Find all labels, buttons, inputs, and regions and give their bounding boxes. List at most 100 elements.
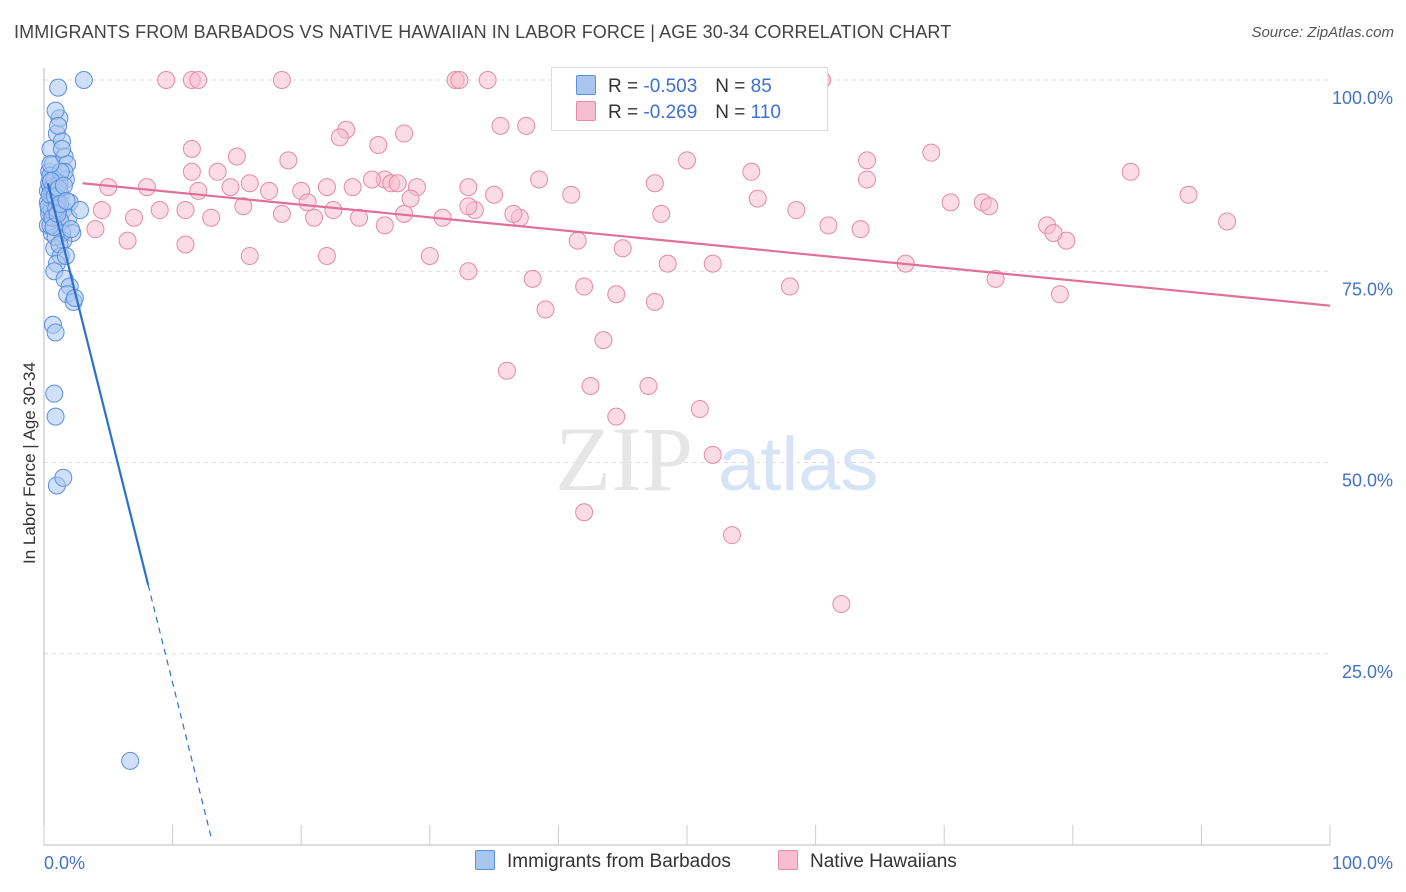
point-native-hawaiians	[504, 204, 523, 223]
point-native-hawaiians	[575, 503, 594, 522]
bottom-legend-hawaiians: Native Hawaiians	[778, 850, 957, 873]
point-native-hawaiians	[362, 170, 381, 189]
point-native-hawaiians	[819, 216, 838, 235]
point-native-hawaiians	[530, 170, 549, 189]
point-native-hawaiians	[272, 71, 291, 89]
point-native-hawaiians	[420, 246, 439, 265]
point-barbados	[74, 71, 93, 89]
point-native-hawaiians	[450, 71, 469, 89]
y-tick-label: 50.0%	[1342, 471, 1393, 491]
point-native-hawaiians	[690, 399, 709, 418]
point-native-hawaiians	[86, 220, 105, 239]
point-native-hawaiians	[182, 162, 201, 181]
point-native-hawaiians	[1179, 185, 1198, 204]
point-native-hawaiians	[176, 201, 195, 220]
x-tick-label-min: 0.0%	[44, 853, 85, 873]
point-native-hawaiians	[780, 277, 799, 296]
point-native-hawaiians	[639, 377, 658, 395]
point-native-hawaiians	[941, 193, 960, 212]
point-native-hawaiians	[343, 178, 362, 197]
point-native-hawaiians	[401, 189, 420, 208]
point-native-hawaiians	[517, 116, 536, 135]
point-native-hawaiians	[279, 151, 298, 170]
source-label: Source: ZipAtlas.com	[1251, 24, 1394, 41]
y-tick-label: 75.0%	[1342, 279, 1393, 299]
point-native-hawaiians	[742, 162, 761, 181]
point-native-hawaiians	[240, 246, 259, 265]
bottom-legend-swatch-blue	[475, 850, 495, 870]
point-native-hawaiians	[678, 151, 696, 170]
point-native-hawaiians	[491, 116, 510, 135]
point-native-hawaiians	[137, 178, 156, 197]
point-native-hawaiians	[787, 201, 806, 220]
point-native-hawaiians	[176, 235, 195, 254]
point-native-hawaiians	[594, 331, 613, 350]
point-native-hawaiians	[858, 151, 877, 170]
point-native-hawaiians	[459, 262, 478, 281]
trend-lines	[46, 182, 1331, 838]
point-native-hawaiians	[1044, 224, 1063, 242]
y-axis-title: In Labor Force | Age 30-34	[20, 362, 39, 564]
point-native-hawaiians	[703, 445, 722, 464]
legend-swatch-pink	[576, 101, 596, 121]
point-native-hawaiians	[375, 216, 394, 235]
point-native-hawaiians	[234, 197, 253, 216]
point-native-hawaiians	[459, 178, 478, 197]
point-native-hawaiians	[324, 201, 343, 220]
point-native-hawaiians	[182, 139, 201, 158]
point-native-hawaiians	[150, 201, 169, 220]
point-native-hawaiians	[581, 377, 600, 395]
point-barbados	[46, 407, 65, 426]
point-native-hawaiians	[298, 193, 317, 212]
series-native-hawaiians	[86, 71, 1237, 614]
point-barbados	[121, 751, 140, 770]
point-native-hawaiians	[922, 143, 941, 162]
point-native-hawaiians	[369, 136, 388, 155]
bottom-legend-swatch-pink	[778, 850, 798, 870]
legend-n-value: 85	[750, 76, 772, 97]
point-native-hawaiians	[189, 71, 208, 89]
point-native-hawaiians	[832, 595, 851, 614]
point-native-hawaiians	[330, 128, 349, 147]
legend-row-barbados: R = -0.503 N = 85	[576, 75, 772, 101]
point-native-hawaiians	[858, 170, 877, 189]
point-native-hawaiians	[536, 300, 555, 319]
point-barbados	[62, 220, 81, 239]
point-native-hawaiians	[613, 239, 632, 258]
point-barbados	[49, 116, 68, 135]
point-native-hawaiians	[645, 292, 664, 311]
point-native-hawaiians	[350, 208, 369, 227]
trend-line-barbados	[46, 183, 150, 586]
point-native-hawaiians	[125, 208, 144, 227]
point-native-hawaiians	[395, 124, 414, 143]
point-native-hawaiians	[986, 269, 1005, 288]
watermark-atlas: atlas	[718, 422, 879, 507]
point-barbados	[54, 468, 73, 487]
point-native-hawaiians	[92, 201, 111, 220]
point-barbados	[46, 323, 65, 342]
point-native-hawaiians	[1218, 212, 1237, 231]
legend-r-label: R =	[608, 102, 639, 123]
y-tick-label: 100.0%	[1332, 88, 1393, 108]
point-native-hawaiians	[208, 162, 227, 181]
legend-r-value: -0.503	[643, 76, 698, 97]
point-native-hawaiians	[607, 407, 626, 426]
axis-labels: 25.0% 50.0% 75.0% 100.0% 0.0% 100.0% In Labor …	[20, 88, 1393, 873]
point-native-hawaiians	[851, 220, 870, 239]
point-native-hawaiians	[305, 208, 324, 227]
bottom-legend-label: Immigrants from Barbados	[507, 851, 731, 872]
legend-n-value: 110	[750, 102, 781, 123]
point-native-hawaiians	[240, 174, 259, 193]
point-native-hawaiians	[478, 71, 497, 89]
point-native-hawaiians	[645, 174, 664, 193]
legend-row-hawaiians: R = -0.269 N = 110	[576, 101, 781, 127]
legend-n-label: N =	[715, 76, 746, 97]
point-native-hawaiians	[568, 231, 587, 250]
point-barbados	[57, 191, 76, 210]
x-tick-label-max: 100.0%	[1332, 853, 1393, 873]
point-native-hawaiians	[562, 185, 581, 204]
point-native-hawaiians	[497, 361, 516, 380]
point-native-hawaiians	[157, 71, 176, 89]
point-barbados	[54, 176, 73, 195]
